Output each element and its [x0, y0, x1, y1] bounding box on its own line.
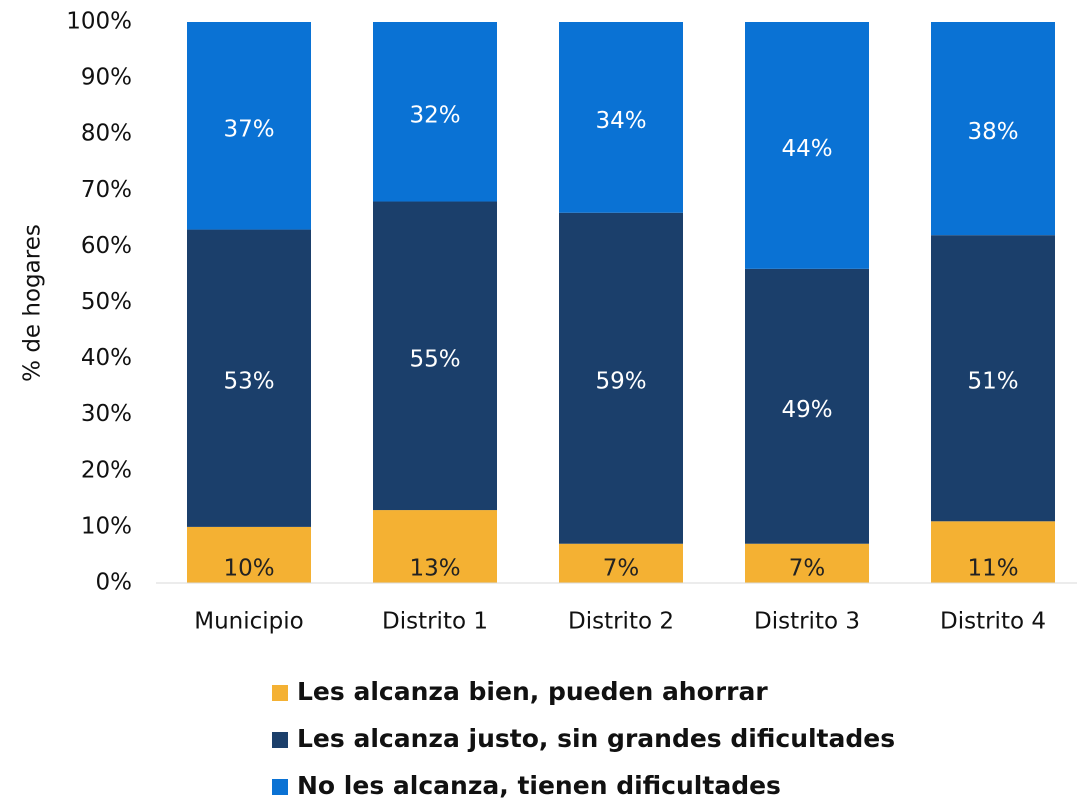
data-label: 59% [595, 369, 646, 395]
bar-segment [187, 526, 311, 583]
data-label: 49% [781, 397, 832, 423]
data-label: 44% [781, 136, 832, 162]
y-tick-label: 30% [81, 401, 132, 427]
bar-segment [931, 235, 1055, 522]
bar-segment [931, 521, 1055, 583]
legend-swatch [272, 685, 288, 701]
bar-segment [187, 229, 311, 527]
y-tick-label: 100% [66, 9, 132, 35]
y-tick-label: 0% [96, 570, 133, 596]
y-tick-label: 20% [81, 457, 132, 483]
bar-segment [559, 22, 683, 213]
data-label: 34% [595, 108, 646, 134]
legend-label: Les alcanza justo, sin grandes dificulta… [297, 724, 895, 753]
y-tick-label: 10% [81, 513, 132, 539]
bar-segment [187, 22, 311, 230]
data-label: 11% [967, 556, 1018, 582]
x-tick-label: Distrito 3 [754, 609, 860, 635]
data-label: 51% [967, 369, 1018, 395]
bar-segment [745, 22, 869, 269]
data-label: 7% [789, 556, 826, 582]
y-tick-label: 90% [81, 65, 132, 91]
bar-segment [745, 543, 869, 583]
x-tick-label: Distrito 4 [940, 609, 1046, 635]
x-tick-label: Distrito 1 [382, 609, 488, 635]
y-tick-label: 80% [81, 121, 132, 147]
x-tick-label: Distrito 2 [568, 609, 674, 635]
data-label: 55% [409, 346, 460, 372]
y-tick-label: 60% [81, 233, 132, 259]
bar-segment [745, 268, 869, 544]
data-label: 10% [223, 556, 274, 582]
legend-swatch [272, 732, 288, 748]
bar-segment [559, 543, 683, 583]
y-tick-label: 40% [81, 345, 132, 371]
y-tick-label: 50% [81, 289, 132, 315]
data-label: 7% [603, 556, 640, 582]
data-label: 13% [409, 556, 460, 582]
data-label: 38% [967, 119, 1018, 145]
x-tick-label: Municipio [194, 609, 304, 635]
bar-segment [559, 212, 683, 544]
legend-label: No les alcanza, tienen dificultades [297, 771, 781, 800]
data-label: 37% [223, 116, 274, 142]
legend-label: Les alcanza bien, pueden ahorrar [297, 677, 768, 706]
legend-swatch [272, 779, 288, 795]
y-axis-title: % de hogares [20, 224, 46, 382]
bar-segment [373, 201, 497, 511]
bar-segment [373, 510, 497, 583]
bar-segment [373, 22, 497, 202]
data-label: 53% [223, 369, 274, 395]
data-label: 32% [409, 102, 460, 128]
bar-segment [931, 22, 1055, 236]
y-tick-label: 70% [81, 177, 132, 203]
